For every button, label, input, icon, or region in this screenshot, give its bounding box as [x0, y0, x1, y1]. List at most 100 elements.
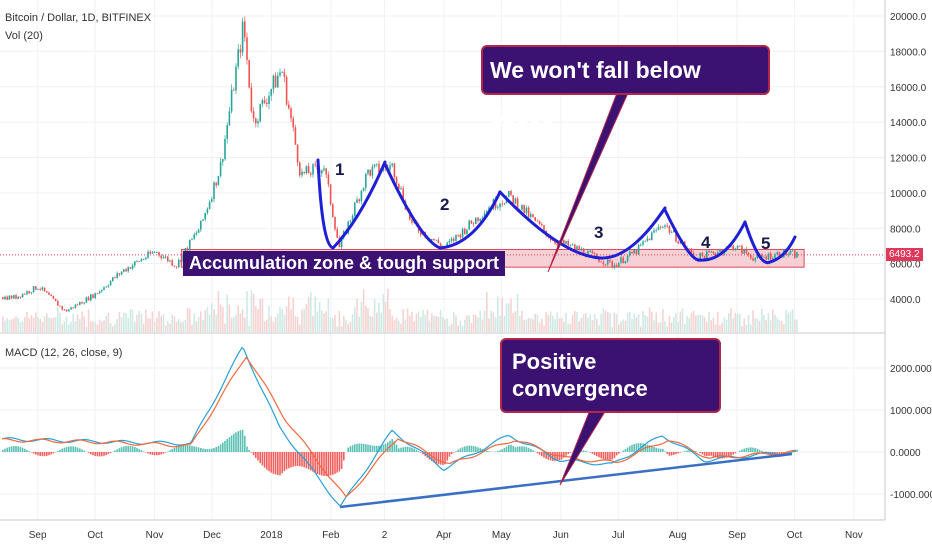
- volume-bar: [631, 319, 633, 332]
- candle-body: [332, 204, 334, 217]
- volume-bar: [180, 322, 182, 332]
- callout-convergence: Positive convergence: [500, 338, 721, 413]
- histogram-bar: [497, 451, 499, 452]
- volume-bar: [395, 317, 398, 332]
- histogram-bar: [79, 448, 81, 452]
- volume-bar: [424, 314, 426, 332]
- volume-bar: [43, 316, 46, 332]
- volume-bar: [600, 314, 602, 332]
- candle-body: [651, 232, 653, 241]
- volume-bar: [294, 316, 297, 332]
- histogram-bar: [292, 452, 294, 467]
- candle-body: [516, 198, 519, 210]
- histogram-bar: [512, 445, 514, 452]
- histogram-bar: [116, 449, 118, 452]
- histogram-bar: [63, 447, 66, 452]
- histogram-bar: [420, 452, 422, 453]
- volume-bar: [560, 318, 563, 332]
- histogram-bar: [428, 452, 431, 460]
- histogram-bar: [140, 450, 143, 452]
- candle-body: [607, 259, 609, 265]
- candle-body: [277, 75, 279, 88]
- candle-body: [178, 259, 180, 268]
- candle-body: [290, 108, 292, 119]
- candle-body: [327, 174, 330, 185]
- candle-body: [466, 229, 468, 235]
- candle-body: [772, 258, 774, 260]
- volume-bar: [142, 323, 145, 332]
- volume-bar: [417, 311, 420, 332]
- histogram-bar: [189, 445, 191, 452]
- x-tick-label: Aug: [669, 530, 687, 541]
- candle-body: [15, 295, 17, 299]
- volume-bar: [692, 310, 695, 332]
- histogram-bar: [294, 452, 297, 467]
- candle-body: [230, 89, 233, 112]
- histogram-bar: [151, 452, 154, 455]
- histogram-bar: [567, 452, 569, 455]
- volume-bar: [532, 319, 534, 332]
- candle-body: [618, 262, 620, 267]
- volume-bar: [701, 315, 704, 332]
- volume-bar: [184, 319, 187, 332]
- volume-bar: [211, 303, 213, 332]
- volume-bar: [191, 324, 193, 332]
- macd-series-line: [2, 356, 797, 498]
- volume-bar: [219, 304, 222, 332]
- candle-body: [87, 297, 90, 301]
- candle-body: [501, 203, 503, 205]
- volume-bar: [525, 319, 528, 332]
- volume-bar: [673, 317, 675, 332]
- volume-bar: [268, 305, 270, 332]
- candle-body: [24, 293, 26, 295]
- histogram-bar: [19, 446, 22, 452]
- volume-bar: [206, 307, 209, 332]
- volume-bar: [158, 311, 160, 332]
- volume-bar: [662, 309, 664, 332]
- histogram-bar: [191, 445, 193, 452]
- histogram-bar: [646, 444, 649, 452]
- candle-body: [756, 254, 759, 259]
- histogram-bar: [464, 446, 466, 452]
- candle-body: [61, 306, 63, 310]
- histogram-bar: [351, 445, 354, 452]
- candle-body: [131, 265, 134, 269]
- candle-body: [255, 118, 257, 124]
- histogram-bar: [248, 450, 250, 452]
- histogram-bar: [261, 452, 264, 466]
- histogram-bar: [651, 446, 653, 452]
- candle-body: [46, 291, 48, 293]
- volume-bar: [94, 322, 96, 332]
- histogram-bar: [215, 447, 217, 452]
- histogram-bar: [699, 452, 701, 453]
- candle-body: [587, 251, 589, 257]
- candle-body: [778, 252, 781, 258]
- candle-body: [323, 168, 325, 171]
- candle-body: [677, 241, 679, 244]
- volume-bar: [136, 314, 138, 332]
- histogram-bar: [244, 435, 246, 452]
- candle-body: [609, 259, 611, 262]
- candle-body: [420, 231, 422, 235]
- candle-body: [589, 251, 591, 252]
- histogram-bar: [739, 450, 741, 452]
- histogram-bar: [754, 448, 756, 452]
- volume-bar: [752, 310, 754, 332]
- candle-body: [644, 240, 646, 242]
- histogram-bar: [26, 449, 28, 452]
- histogram-bar: [136, 447, 138, 452]
- volume-bar: [17, 318, 19, 332]
- volume-bar: [270, 316, 272, 332]
- candle-body: [525, 207, 528, 214]
- histogram-bar: [41, 452, 44, 457]
- histogram-bar: [92, 452, 94, 456]
- histogram-bar: [637, 443, 640, 452]
- volume-bar: [321, 310, 323, 332]
- candle-body: [402, 188, 404, 202]
- volume-bar: [670, 322, 673, 332]
- volume-bar: [503, 315, 506, 332]
- histogram-bar: [723, 452, 726, 459]
- volume-bar: [228, 304, 231, 332]
- histogram-bar: [321, 452, 323, 476]
- candle-body: [765, 256, 767, 260]
